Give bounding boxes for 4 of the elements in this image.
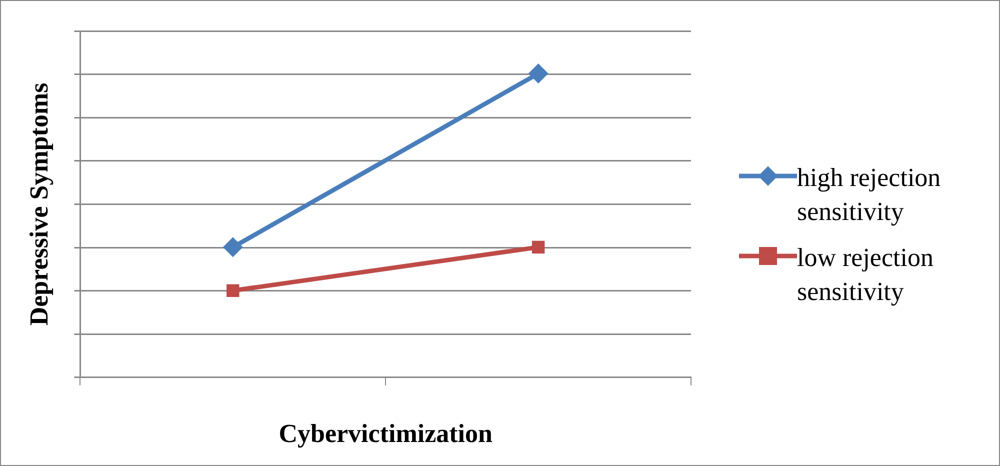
legend-label: low rejection sensitivity <box>797 242 934 308</box>
x-axis-title: Cybervictimization <box>278 419 493 448</box>
y-axis-title: Depressive Symptoms <box>24 82 54 326</box>
legend-label: high rejection sensitivity <box>797 162 942 228</box>
